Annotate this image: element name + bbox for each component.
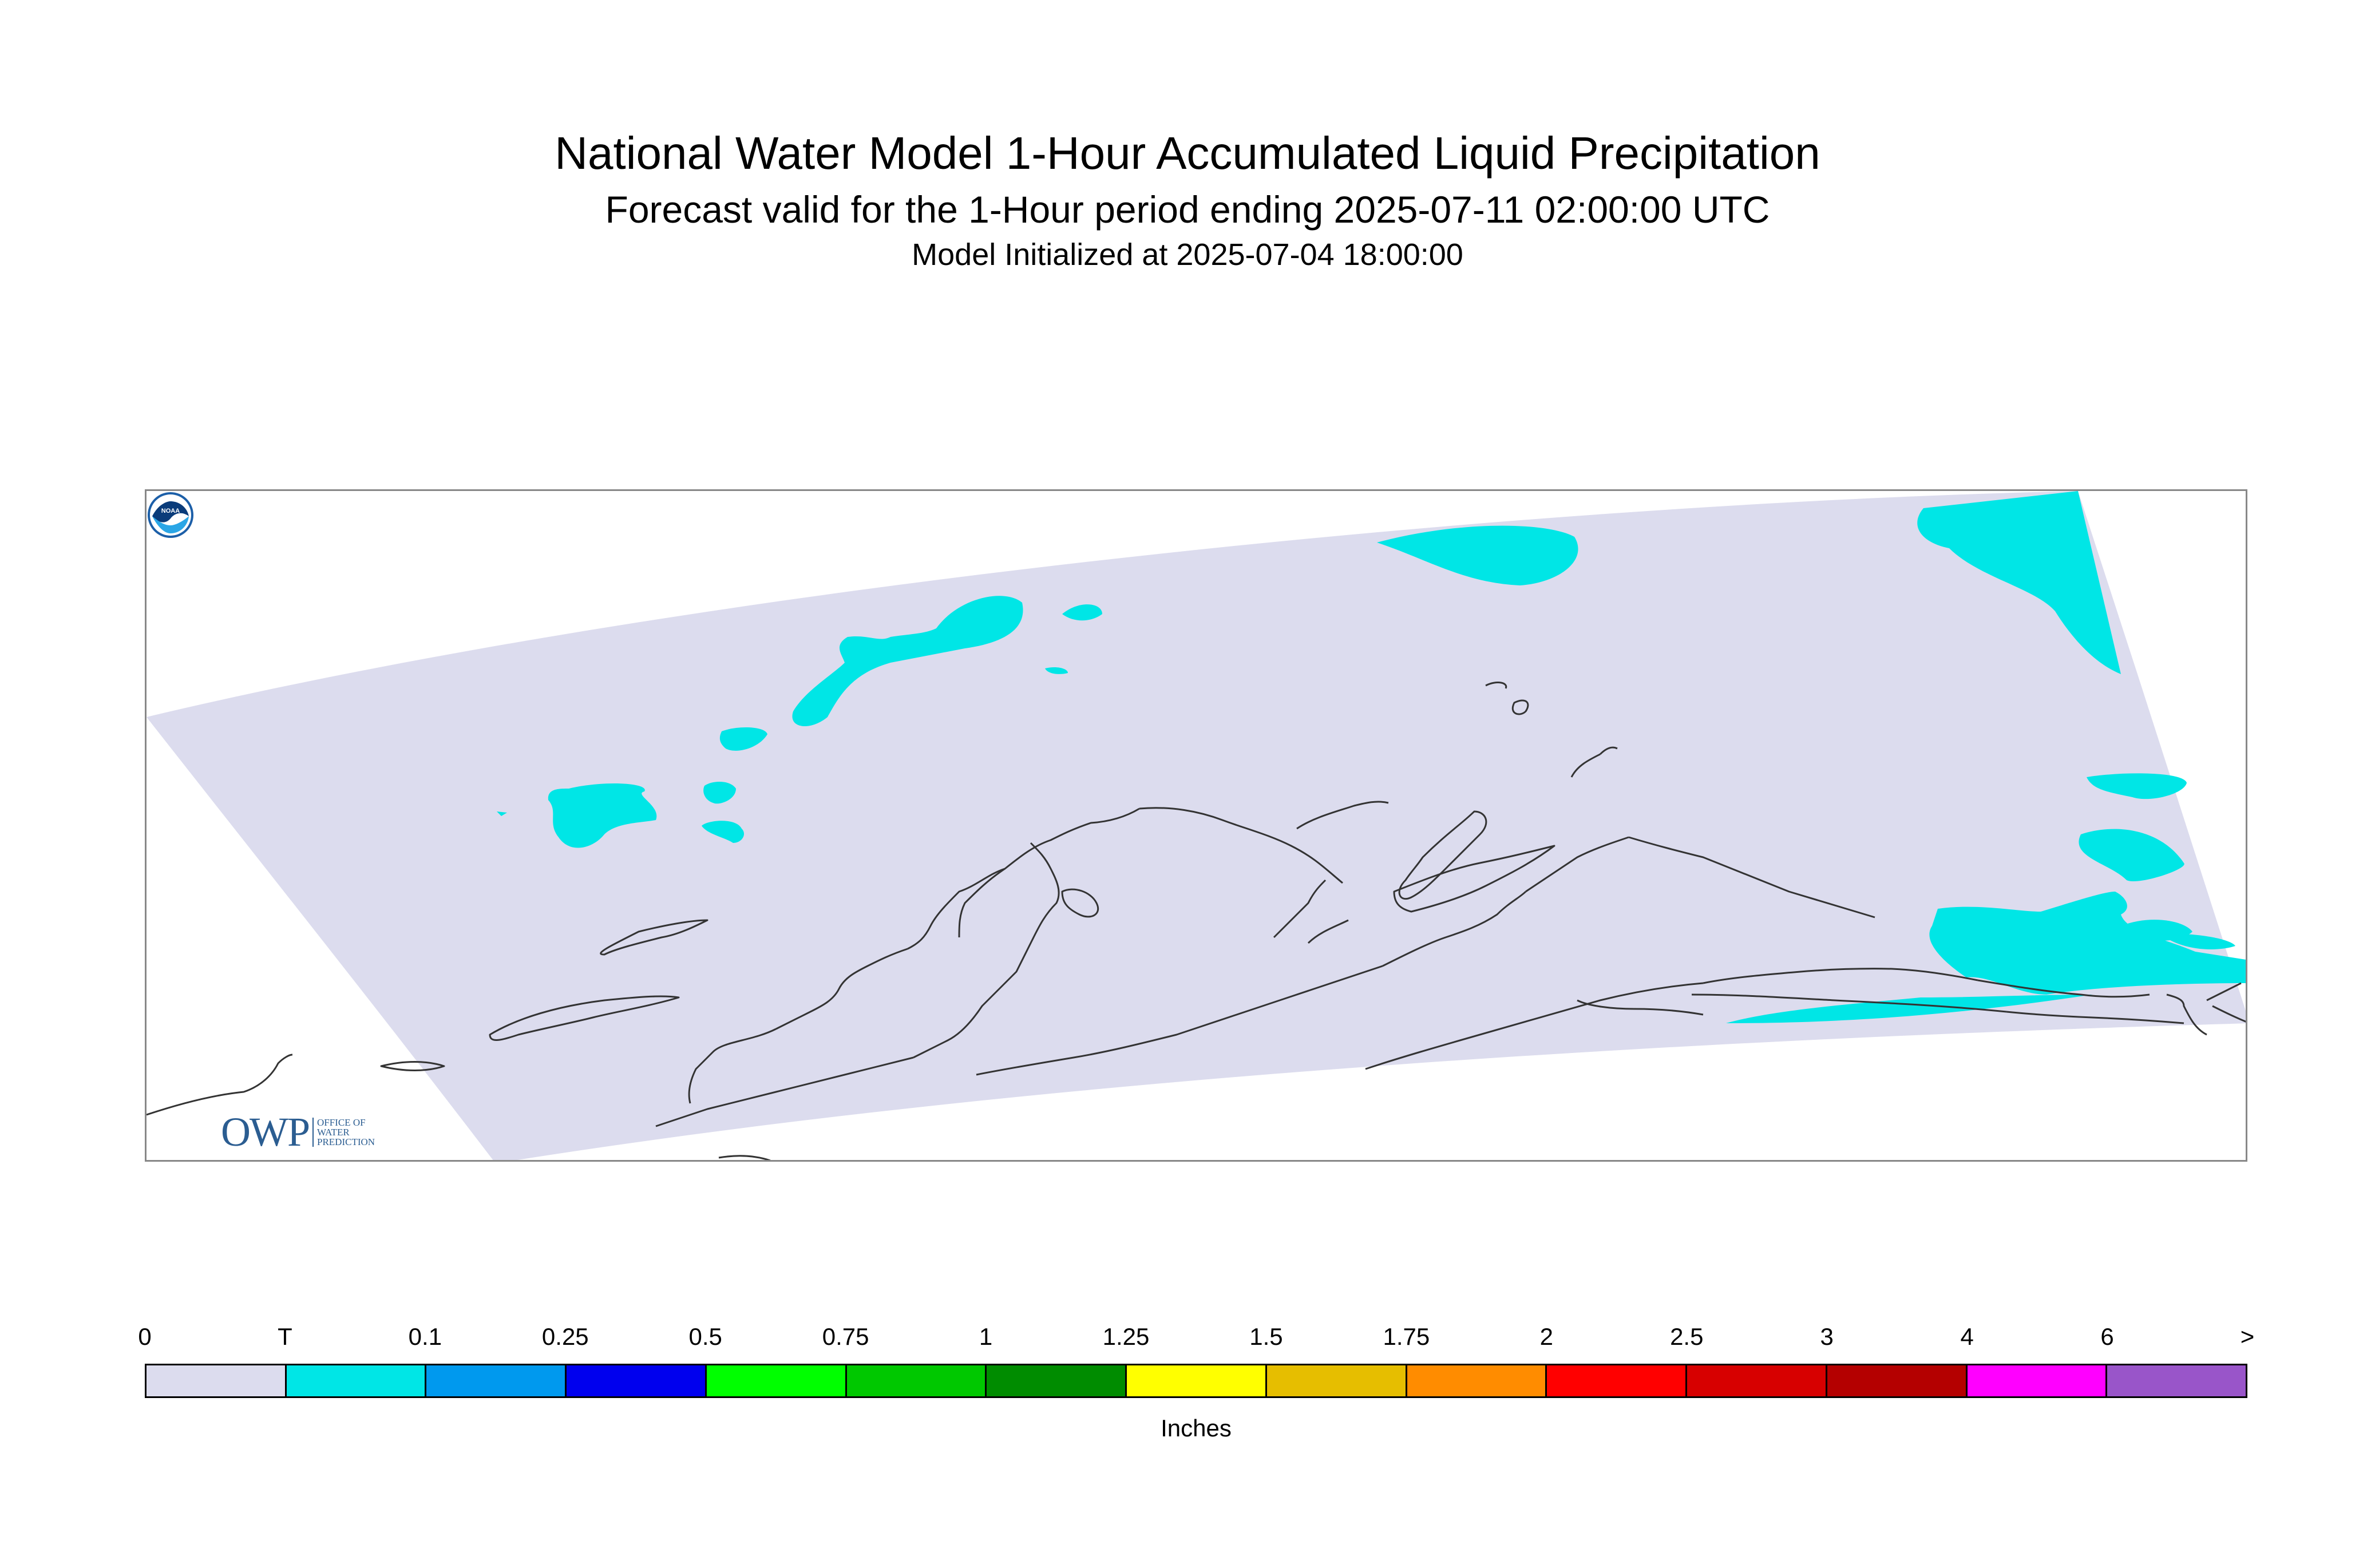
coastline [380,1061,445,1071]
coastline [913,842,1060,1059]
legend-color-cell [706,1365,847,1396]
legend-color-cell [1827,1365,1968,1396]
coastline [1577,999,1704,1016]
precip-area [1929,892,2246,995]
coastline [1273,879,1349,944]
legend-tick-label: 0.5 [688,1323,722,1350]
legend-tick-label: 0.75 [822,1323,869,1350]
owp-text-line: WATER [317,1126,350,1138]
precip-area [497,811,507,816]
legend-color-cell [286,1365,427,1396]
legend-color-cell [1127,1365,1267,1396]
coastline [489,995,680,1041]
legend-tick-label: 4 [1960,1323,1974,1350]
owp-text: OFFICE OF WATER PREDICTION [312,1116,375,1147]
coastline [1525,836,1629,893]
init-time: Model Initialized at 2025-07-04 18:00:00 [912,237,1463,272]
precip-area [1377,525,1578,585]
legend-tick-label: 6 [2100,1323,2114,1350]
color-legend [145,1364,2247,1398]
legend-tick-label: 2.5 [1670,1323,1704,1350]
coastline [1599,746,1618,755]
legend-tick-label: 1 [979,1323,993,1350]
legend-tick-label: 1.5 [1249,1323,1283,1350]
coastline [718,1155,771,1160]
precip-area [1917,491,2121,674]
legend-tick-label: 0.25 [541,1323,589,1350]
coastline [1512,699,1529,715]
model-domain [147,491,2246,1160]
coastline [2166,993,2207,1036]
legend-tick-label: 1.75 [1383,1323,1430,1350]
coastline [1365,982,1704,1070]
legend-color-cell [2107,1365,2246,1396]
owp-text-line: OFFICE OF [317,1116,366,1128]
coastline [147,1054,293,1116]
coastline [1139,807,1343,884]
precip-area [548,783,657,848]
coastline [775,948,908,1030]
coastline [1977,979,2150,998]
precip-area [1726,995,2092,1023]
precip-area [702,821,745,843]
legend-tick-label: 1.25 [1102,1323,1150,1350]
legend-color-cell [1266,1365,1407,1396]
legend-tick-label: 3 [1820,1323,1834,1350]
precip-area [1062,604,1102,621]
legend-tick-label: T [278,1323,292,1350]
precip-areas [497,491,2246,1023]
precip-area [2161,933,2235,949]
precip-area [979,608,999,617]
legend-tick-label: 0.1 [408,1323,442,1350]
legend-tick-label: 0 [138,1323,152,1350]
coastline [1485,682,1507,689]
coastline [1703,968,1978,984]
precip-area [2087,773,2187,799]
coastline [1296,801,1389,830]
legend-color-cell [1547,1365,1688,1396]
legend-color-cell [147,1365,287,1396]
coastline [1628,836,1875,918]
coastline [600,919,708,956]
map-title: National Water Model 1-Hour Accumulated … [555,128,1820,179]
legend-color-cell [846,1365,987,1396]
legend-color-cell [1407,1365,1547,1396]
legend-tick-label: 2 [1539,1323,1554,1350]
precip-area [2079,829,2184,882]
noaa-logo: NOAA [148,492,193,538]
owp-logo: OWP OFFICE OF WATER PREDICTION [221,1109,375,1155]
noaa-logo-text: NOAA [161,508,180,514]
coastline [1398,810,1487,900]
coastline [655,1056,914,1127]
coastline [2212,1005,2246,1023]
coastline [2006,1011,2184,1024]
legend-color-cell [426,1365,567,1396]
coastline [958,868,1006,938]
map-panel[interactable]: OWP OFFICE OF WATER PREDICTION NOAA [145,489,2247,1162]
legend-color-cell [987,1365,1127,1396]
coastline [976,965,1383,1076]
coastline [1061,888,1099,918]
coastline [907,807,1140,950]
legend-color-cell [1687,1365,1827,1396]
coastline [1393,845,1555,913]
map-subtitle: Forecast valid for the 1-Hour period end… [605,188,1770,231]
legend-units: Inches [1161,1415,1232,1442]
owp-letters: OWP [221,1109,310,1155]
coastline [688,1028,777,1104]
legend-color-cell [1967,1365,2108,1396]
precip-area [792,596,1023,727]
precip-area [719,727,767,751]
legend-tick-label: > [2240,1323,2255,1350]
owp-text-line: PREDICTION [317,1136,375,1147]
precip-area [1045,667,1068,674]
map-canvas [147,491,2246,1160]
coastline [1691,993,2007,1013]
coastlines [147,682,2246,1160]
coastline [1382,890,1527,967]
coastline [1570,753,1601,778]
coastline [2206,982,2242,1001]
precip-area [703,782,736,804]
legend-color-cell [567,1365,707,1396]
